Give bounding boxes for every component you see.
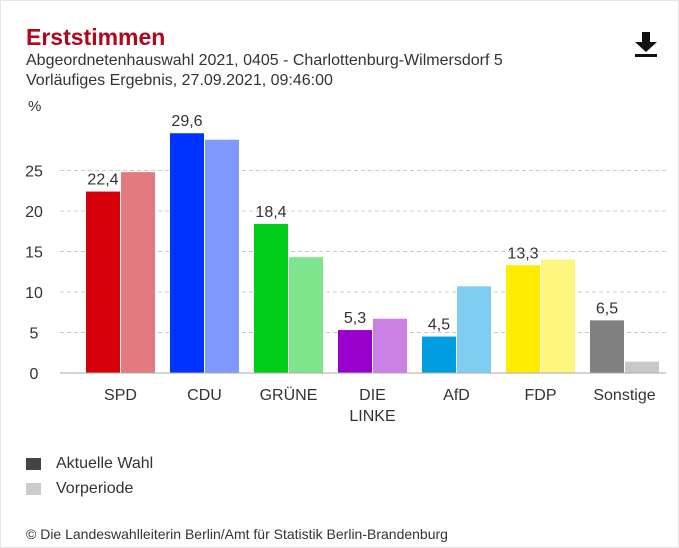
bar-data-label: 4,5 bbox=[428, 317, 450, 334]
x-category-label: SPD bbox=[104, 387, 137, 404]
x-category-label: GRÜNE bbox=[260, 386, 318, 404]
x-category-label: LINKE bbox=[349, 408, 395, 425]
y-tick-label: 5 bbox=[30, 326, 39, 343]
bar-vorperiode bbox=[373, 318, 407, 373]
subtitle-election: Abgeordnetenhauswahl 2021, 0405 - Charlo… bbox=[26, 52, 503, 69]
bar-data-label: 6,5 bbox=[596, 300, 618, 317]
legend-item-current: Aktuelle Wahl bbox=[26, 455, 153, 473]
bar-data-label: 13,3 bbox=[507, 245, 538, 262]
bar-data-label: 18,4 bbox=[255, 204, 286, 221]
bar-aktuelle-wahl bbox=[590, 320, 624, 373]
chart-subtitle: Abgeordnetenhauswahl 2021, 0405 - Charlo… bbox=[26, 51, 503, 91]
x-category-label: DIE bbox=[359, 387, 386, 404]
x-category-label: AfD bbox=[443, 387, 470, 404]
bar-vorperiode bbox=[205, 139, 239, 373]
x-category-label: FDP bbox=[525, 387, 557, 404]
source-footer: © Die Landeswahlleiterin Berlin/Amt für … bbox=[26, 526, 448, 542]
bar-vorperiode bbox=[121, 172, 155, 373]
bar-data-label: 22,4 bbox=[87, 172, 118, 189]
bar-vorperiode bbox=[457, 286, 491, 373]
bar-aktuelle-wahl bbox=[506, 265, 540, 373]
y-axis-unit: % bbox=[28, 98, 42, 115]
subtitle-status: Vorläufiges Ergebnis, 27.09.2021, 09:46:… bbox=[26, 72, 333, 89]
legend-item-previous: Vorperiode bbox=[26, 480, 133, 498]
y-tick-label: 25 bbox=[25, 164, 43, 181]
bar-vorperiode bbox=[541, 259, 575, 373]
legend-swatch-previous bbox=[26, 483, 41, 495]
bar-vorperiode bbox=[625, 361, 659, 373]
x-category-label: CDU bbox=[187, 387, 222, 404]
chart-title: Erststimmen bbox=[26, 24, 166, 50]
bar-aktuelle-wahl bbox=[86, 191, 120, 373]
bar-aktuelle-wahl bbox=[338, 330, 372, 373]
x-category-label: Sonstige bbox=[593, 387, 655, 404]
legend-swatch-current bbox=[26, 458, 41, 470]
legend-label-previous: Vorperiode bbox=[56, 480, 134, 497]
bar-aktuelle-wahl bbox=[254, 223, 288, 373]
y-tick-label: 15 bbox=[25, 245, 43, 262]
bar-data-label: 29,6 bbox=[171, 113, 202, 130]
bar-aktuelle-wahl bbox=[170, 133, 204, 373]
legend-label-current: Aktuelle Wahl bbox=[56, 455, 154, 472]
bar-vorperiode bbox=[289, 257, 323, 373]
y-tick-label: 0 bbox=[30, 366, 39, 383]
bar-aktuelle-wahl bbox=[422, 336, 456, 373]
y-tick-label: 20 bbox=[25, 204, 43, 221]
bar-data-label: 5,3 bbox=[344, 310, 366, 327]
download-icon[interactable] bbox=[633, 30, 659, 58]
y-tick-label: 10 bbox=[25, 285, 43, 302]
